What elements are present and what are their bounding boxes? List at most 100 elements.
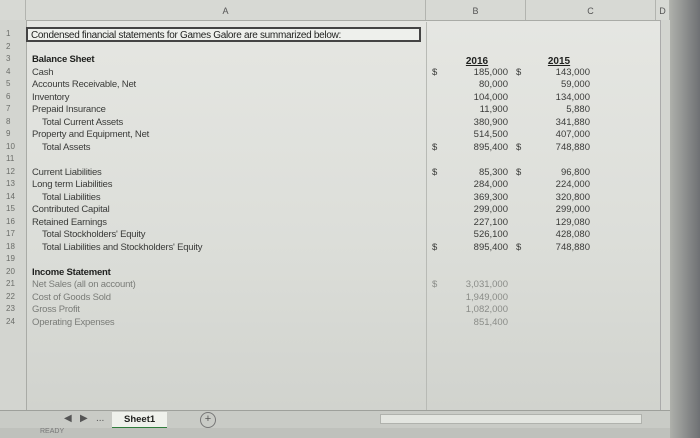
row-label[interactable]: Long term Liabilities xyxy=(32,179,113,190)
row-label[interactable]: Income Statement xyxy=(32,266,111,278)
value-2015[interactable]: 407,000 xyxy=(555,129,590,140)
select-all-corner[interactable] xyxy=(0,0,26,20)
row-label[interactable]: Total Current Assets xyxy=(42,116,124,128)
row-number[interactable]: 11 xyxy=(6,154,15,163)
column-header-a[interactable]: A xyxy=(26,0,426,20)
value-2015[interactable]: 428,080 xyxy=(555,229,590,240)
prev-sheet-icon[interactable]: ◀ xyxy=(64,413,72,424)
row-label[interactable]: Total Liabilities and Stockholders' Equi… xyxy=(42,241,203,253)
tab-sheet1[interactable]: Sheet1 xyxy=(112,412,168,429)
row-number[interactable]: 10 xyxy=(6,141,15,151)
row-number[interactable]: 12 xyxy=(6,166,15,176)
table-row: 1 xyxy=(0,29,660,42)
vertical-scrollbar[interactable] xyxy=(660,20,671,410)
value-2015[interactable]: 341,880 xyxy=(555,116,590,128)
row-number[interactable]: 7 xyxy=(6,104,11,113)
header-2015: 2015 xyxy=(547,56,571,67)
row-number[interactable]: 13 xyxy=(6,179,15,188)
value-2015[interactable]: 320,800 xyxy=(555,191,590,203)
value-2016[interactable]: 369,300 xyxy=(473,191,508,203)
row-number[interactable]: 4 xyxy=(6,66,11,76)
row-number[interactable]: 9 xyxy=(6,129,11,138)
horizontal-scrollbar[interactable] xyxy=(380,414,642,424)
value-2016[interactable]: 1,082,000 xyxy=(465,304,508,315)
row-label[interactable]: Accounts Receivable, Net xyxy=(32,79,136,90)
value-2016[interactable]: 3,031,000 xyxy=(465,279,508,290)
value-2016[interactable]: 227,100 xyxy=(473,216,508,228)
value-2015[interactable]: 748,880 xyxy=(555,241,590,253)
row-number[interactable]: 3 xyxy=(6,54,11,63)
row-number[interactable]: 24 xyxy=(6,316,15,326)
row-number[interactable]: 18 xyxy=(6,241,15,251)
value-2015[interactable]: 299,000 xyxy=(555,204,590,215)
row-label[interactable]: Total Liabilities xyxy=(42,191,101,203)
table-row: 10 Total Assets $895,400 $748,880 xyxy=(0,142,660,155)
row-number[interactable]: 8 xyxy=(6,116,11,126)
row-number[interactable]: 23 xyxy=(6,304,15,313)
value-2016[interactable]: 851,400 xyxy=(473,316,508,328)
table-row: 24 Operating Expenses 851,400 xyxy=(0,317,660,330)
row-label[interactable]: Property and Equipment, Net xyxy=(32,129,150,140)
row-label[interactable]: Inventory xyxy=(32,91,70,103)
row-label[interactable]: Contributed Capital xyxy=(32,204,110,215)
value-2016[interactable]: 895,400 xyxy=(473,141,508,153)
row-number[interactable]: 21 xyxy=(6,279,15,288)
row-number[interactable]: 20 xyxy=(6,266,15,276)
row-label[interactable]: Cost of Goods Sold xyxy=(32,291,111,303)
row-label[interactable]: Balance Sheet xyxy=(32,54,95,65)
value-2016[interactable]: 284,000 xyxy=(473,179,508,190)
value-2015[interactable]: 96,800 xyxy=(560,166,590,178)
table-row: 8 Total Current Assets 380,900 341,880 xyxy=(0,117,660,130)
row-label[interactable]: Retained Earnings xyxy=(32,216,107,228)
title-cell-text: Condensed financial statements for Games… xyxy=(31,30,342,41)
row-label[interactable]: Cash xyxy=(32,66,54,78)
value-2015[interactable]: 748,880 xyxy=(555,141,590,153)
value-2016[interactable]: 380,900 xyxy=(473,116,508,128)
row-number[interactable]: 2 xyxy=(6,41,11,51)
value-2015[interactable]: 134,000 xyxy=(555,91,590,103)
table-row: 16 Retained Earnings 227,100 129,080 xyxy=(0,217,660,230)
table-row: 7 Prepaid Insurance 11,900 5,880 xyxy=(0,104,660,117)
row-number[interactable]: 14 xyxy=(6,191,15,201)
column-header-b[interactable]: B xyxy=(426,0,526,20)
value-2016[interactable]: 11,900 xyxy=(479,104,508,115)
row-number[interactable]: 1 xyxy=(6,29,11,38)
row-label[interactable]: Net Sales (all on account) xyxy=(32,279,136,290)
row-label[interactable]: Operating Expenses xyxy=(32,316,115,328)
table-row: 6 Inventory 104,000 134,000 xyxy=(0,92,660,105)
row-label[interactable]: Current Liabilities xyxy=(32,166,102,178)
column-header-d[interactable]: D xyxy=(656,0,670,20)
value-2016[interactable]: 185,000 xyxy=(473,66,508,78)
row-number[interactable]: 19 xyxy=(6,254,15,263)
value-2016[interactable]: 85,300 xyxy=(478,166,508,178)
value-2015[interactable]: 143,000 xyxy=(555,66,590,78)
value-2015[interactable]: 59,000 xyxy=(560,79,590,90)
value-2016[interactable]: 895,400 xyxy=(473,241,508,253)
add-sheet-icon[interactable]: + xyxy=(200,412,216,428)
value-2015[interactable]: 5,880 xyxy=(566,104,590,115)
row-number[interactable]: 5 xyxy=(6,79,11,88)
row-label[interactable]: Total Assets xyxy=(42,141,91,153)
row-number[interactable]: 16 xyxy=(6,216,15,226)
value-2016[interactable]: 80,000 xyxy=(478,79,508,90)
sheet-tab-bar: ◀ ▶ ... Sheet1 + xyxy=(0,410,700,429)
row-number[interactable]: 17 xyxy=(6,229,15,238)
value-2016[interactable]: 514,500 xyxy=(473,129,508,140)
row-label[interactable]: Prepaid Insurance xyxy=(32,104,106,115)
row-number[interactable]: 6 xyxy=(6,91,11,101)
value-2015[interactable]: 129,080 xyxy=(555,216,590,228)
column-header-c[interactable]: C xyxy=(526,0,656,20)
value-2016[interactable]: 526,100 xyxy=(473,229,508,240)
value-2015[interactable]: 224,000 xyxy=(555,179,590,190)
row-number[interactable]: 15 xyxy=(6,204,15,213)
row-number[interactable]: 22 xyxy=(6,291,15,301)
row-label[interactable]: Gross Profit xyxy=(32,304,80,315)
value-2016[interactable]: 299,000 xyxy=(473,204,508,215)
value-2016[interactable]: 1,949,000 xyxy=(465,291,508,303)
row-label[interactable]: Total Stockholders' Equity xyxy=(42,229,146,240)
next-sheet-icon[interactable]: ▶ xyxy=(80,413,88,424)
value-2016[interactable]: 104,000 xyxy=(473,91,508,103)
more-sheets-button[interactable]: ... xyxy=(96,413,105,424)
active-cell-a1[interactable]: Condensed financial statements for Games… xyxy=(26,27,421,42)
table-row: 15 Contributed Capital 299,000 299,000 xyxy=(0,204,660,217)
